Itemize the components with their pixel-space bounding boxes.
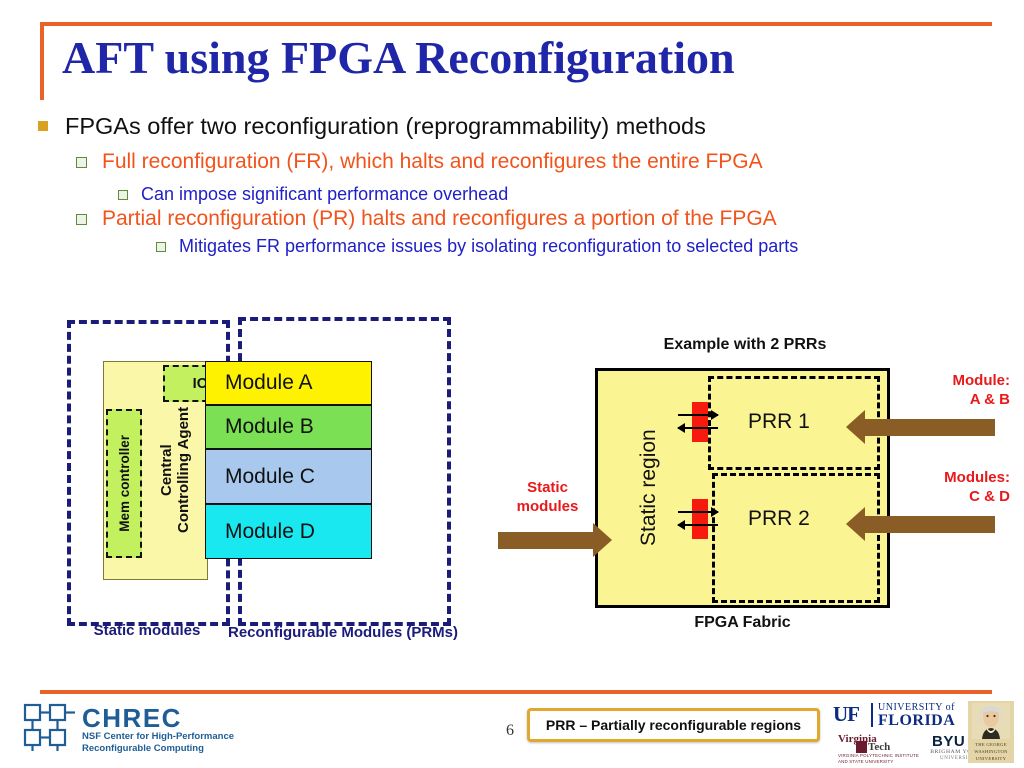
hollow-square-bullet-icon — [118, 190, 128, 200]
george-washington-university-logo: THE GEORGE WASHINGTON UNIVERSITY WASHING… — [968, 701, 1014, 763]
bullet-level2-partial-reconfiguration: Partial reconfiguration (PR) halts and r… — [76, 207, 777, 231]
footer-separator — [40, 690, 992, 694]
fpga-fabric-box — [595, 368, 890, 608]
bus-macro-2-icon — [676, 499, 724, 539]
label-modules-cd: Modules: C & D — [944, 469, 1010, 505]
vt-tagline: VIRGINIA POLYTECHNIC INSTITUTE AND STATE… — [838, 753, 920, 764]
washington-portrait-icon — [972, 703, 1010, 739]
square-bullet-icon — [38, 121, 48, 131]
bullet-level3a-text: Can impose significant performance overh… — [141, 184, 509, 204]
byu-brigham-young-text: BRIGHAM YOUNG — [930, 749, 986, 755]
arrow-static-modules-icon — [498, 523, 612, 557]
byu-wordmark: BYU — [932, 733, 966, 750]
arrow-modules-cd-icon — [846, 507, 995, 541]
hollow-square-bullet-icon — [76, 214, 87, 225]
bullet-level2-full-reconfiguration: Full reconfiguration (FR), which halts a… — [76, 150, 763, 174]
bullet-level1-text: FPGAs offer two reconfiguration (reprogr… — [65, 113, 706, 139]
uf-wordmark: UF — [833, 702, 860, 726]
module-b-label: Module B — [225, 415, 314, 438]
title-accent-top-line — [40, 22, 992, 26]
module-bar-b: Module B — [205, 405, 372, 449]
bullet-level2a-text: Full reconfiguration (FR), which halts a… — [102, 150, 763, 173]
uf-florida-text: FLORIDA — [878, 712, 956, 729]
module-a-label: Module A — [225, 371, 313, 394]
fpga-fabric-diagram: Example with 2 PRRs Static region PRR 1 … — [490, 336, 1024, 642]
gwu-wordmark: THE GEORGE WASHINGTON UNIVERSITY WASHING… — [974, 742, 1008, 762]
bus-macro-block — [692, 499, 708, 539]
chrec-grid-icon — [23, 703, 75, 751]
static-and-reconfigurable-modules-diagram: Central Controlling Agent ICAP Mem contr… — [60, 312, 500, 642]
uf-divider — [871, 703, 873, 727]
prr-example-heading: Example with 2 PRRs — [663, 336, 827, 353]
title-accent-left-line — [40, 22, 44, 100]
prr2-region-boundary — [712, 473, 880, 603]
bullet-level1: FPGAs offer two reconfiguration (reprogr… — [38, 113, 706, 140]
label-static-modules: Static modules — [516, 479, 579, 515]
bus-macro-block — [692, 402, 708, 442]
bullet-level3-mitigates: Mitigates FR performance issues by isola… — [156, 236, 798, 257]
module-bar-a: Module A — [205, 361, 372, 405]
mem-controller-box: Mem controller — [106, 409, 142, 558]
arrow-right-icon — [678, 410, 719, 420]
arrow-modules-ab-icon — [846, 410, 995, 444]
hollow-square-bullet-icon — [76, 157, 87, 168]
university-of-florida-logo: UF UNIVERSITY of FLORIDA — [833, 702, 963, 729]
vt-tech-text: Tech — [868, 741, 891, 753]
label-module-ab: Module: A & B — [952, 372, 1011, 408]
chrec-logo: CHREC NSF Center for High-Performance Re… — [22, 702, 242, 758]
module-bar-d: Module D — [205, 504, 372, 559]
virginia-tech-logo: Virginia Tech VIRGINIA POLYTECHNIC INSTI… — [838, 733, 920, 764]
arrow-right-icon — [678, 507, 719, 517]
chrec-tagline: NSF Center for High-Performance Reconfig… — [82, 731, 235, 754]
fpga-fabric-caption: FPGA Fabric — [694, 614, 791, 631]
vt-virginia-text: Virginia — [838, 733, 877, 745]
page-number: 6 — [506, 722, 514, 739]
module-d-label: Module D — [225, 519, 315, 543]
arrow-left-icon — [677, 520, 718, 530]
hollow-square-bullet-icon — [156, 242, 166, 252]
bullet-level2b-text: Partial reconfiguration (PR) halts and r… — [102, 207, 777, 230]
bus-macro-1-icon — [676, 402, 724, 442]
byu-university-text: UNIVERSITY — [940, 756, 976, 761]
arrow-left-icon — [677, 423, 718, 433]
module-bar-c: Module C — [205, 449, 372, 504]
uf-university-of-text: UNIVERSITY of — [878, 702, 955, 713]
bullet-level3-overhead: Can impose significant performance overh… — [118, 184, 508, 205]
prr-callout-text: PRR – Partially reconfigurable regions — [545, 717, 802, 733]
prr-definition-callout: PRR – Partially reconfigurable regions — [527, 708, 820, 742]
module-c-label: Module C — [225, 464, 315, 488]
vt-shield-icon — [856, 741, 867, 753]
prr2-label: PRR 2 — [748, 507, 810, 530]
page-title: AFT using FPGA Reconfiguration — [62, 32, 735, 83]
mem-controller-label: Mem controller — [116, 435, 132, 532]
chrec-wordmark: CHREC — [82, 703, 182, 733]
static-modules-caption: Static modules — [93, 622, 201, 639]
bullet-level3b-text: Mitigates FR performance issues by isola… — [179, 236, 799, 256]
byu-logo: BYU BRIGHAM YOUNG UNIVERSITY — [928, 733, 988, 763]
reconfigurable-modules-caption: Reconfigurable Modules (PRMs) — [227, 624, 459, 641]
static-region-label: Static region — [637, 429, 660, 547]
prr1-label: PRR 1 — [748, 410, 810, 433]
